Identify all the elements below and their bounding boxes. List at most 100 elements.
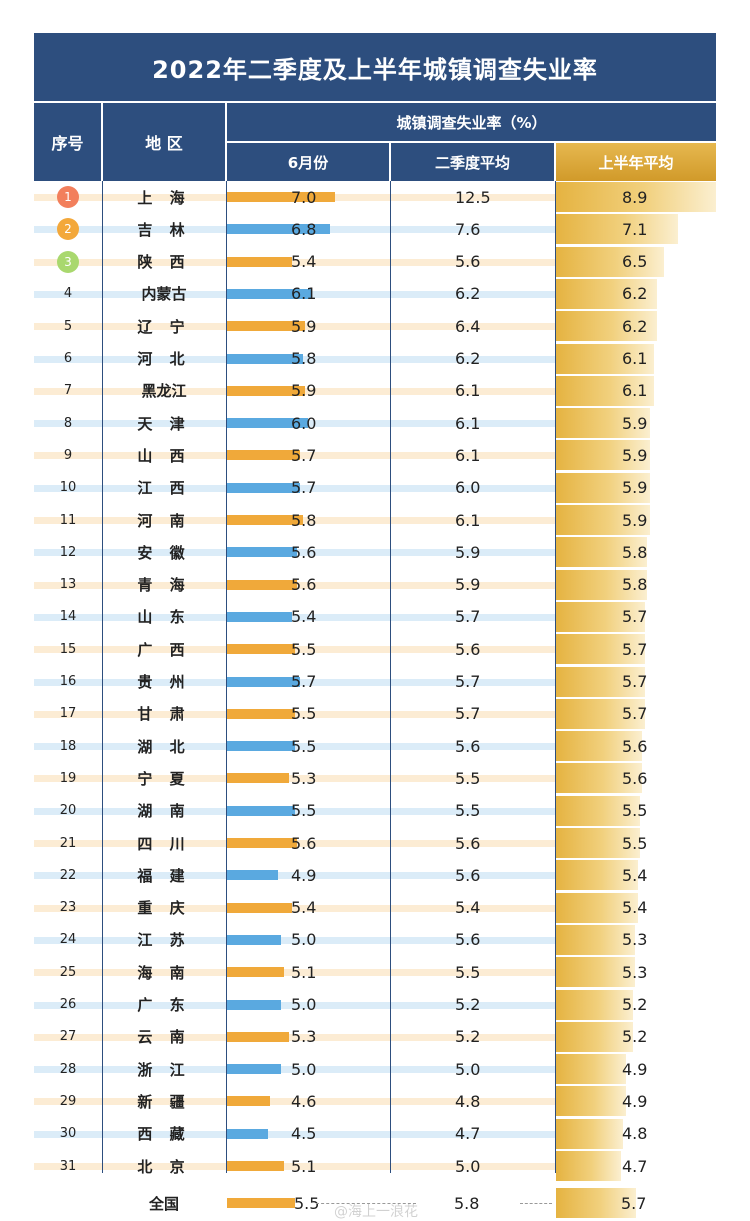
h1-value: 7.1 xyxy=(622,219,648,239)
rank-cell: 11 xyxy=(59,512,77,528)
region-name: 重 庆 xyxy=(137,899,191,918)
h1-bar xyxy=(556,989,633,1020)
table-row: 11 河 南 5.8 6.1 5.9 xyxy=(34,504,716,536)
table-row: 2 吉 林 6.8 7.6 7.1 xyxy=(34,213,716,245)
h1-value: 5.3 xyxy=(622,962,648,982)
h1-bar xyxy=(556,569,648,600)
june-bar xyxy=(227,579,298,590)
rank-cell: 22 xyxy=(59,867,77,883)
h1-value: 5.5 xyxy=(622,833,648,853)
q2-value: 5.0 xyxy=(455,1156,481,1176)
h1-value: 5.7 xyxy=(622,704,648,724)
q2-value: 5.9 xyxy=(455,575,481,595)
h1-bar xyxy=(556,828,640,858)
rank-cell: 20 xyxy=(59,803,77,819)
region-name: 河 南 xyxy=(137,511,191,530)
rank-medal: 3 xyxy=(57,250,79,273)
rank-cell: 23 xyxy=(59,900,77,916)
h1-value: 5.4 xyxy=(622,898,648,918)
q2-value: 5.6 xyxy=(455,252,481,272)
row-stripe xyxy=(34,710,555,718)
q2-value: 5.6 xyxy=(455,930,481,950)
q2-value: 5.2 xyxy=(455,1027,481,1047)
table-row: 12 安 徽 5.6 5.9 5.8 xyxy=(34,536,716,568)
june-value: 5.8 xyxy=(291,349,317,368)
dash-line xyxy=(316,1203,416,1204)
region-name: 甘 肃 xyxy=(137,705,191,724)
june-bar xyxy=(227,224,330,235)
june-value: 5.1 xyxy=(291,962,317,982)
region-name: 天 津 xyxy=(137,414,191,433)
h1-value: 5.9 xyxy=(622,478,648,498)
rank-cell: 14 xyxy=(59,609,77,625)
rank-cell: 15 xyxy=(59,641,77,657)
region-name: 福 建 xyxy=(137,866,191,885)
h1-bar xyxy=(556,1086,626,1117)
row-stripe xyxy=(34,1001,555,1009)
rank-cell: 29 xyxy=(59,1093,77,1109)
region-name: 青 海 xyxy=(137,576,191,595)
h1-bar xyxy=(556,924,636,955)
h1-bar xyxy=(556,666,645,697)
q2-value: 6.2 xyxy=(455,349,481,368)
h1-bar xyxy=(556,860,638,891)
q2-value: 5.6 xyxy=(455,639,481,659)
q2-value: 5.4 xyxy=(455,898,481,918)
table-row: 3 陕 西 5.4 5.6 6.5 xyxy=(34,246,716,278)
june-bar xyxy=(227,288,311,299)
h1-value: 5.2 xyxy=(622,1027,648,1047)
june-value: 5.3 xyxy=(291,1027,317,1047)
june-bar xyxy=(227,1096,271,1107)
rank-cell: 5 xyxy=(63,318,73,334)
june-value: 5.6 xyxy=(291,833,317,853)
june-value: 5.6 xyxy=(291,542,317,562)
q2-value: 5.6 xyxy=(455,736,481,756)
june-bar xyxy=(227,741,295,752)
june-value: 5.1 xyxy=(291,1156,317,1176)
june-bar xyxy=(227,644,295,655)
region-name: 上 海 xyxy=(137,188,191,207)
row-stripe xyxy=(34,775,555,783)
h1-bar xyxy=(556,440,650,471)
june-value: 5.4 xyxy=(291,607,317,627)
h1-bar xyxy=(556,537,648,568)
h1-bar xyxy=(556,1054,626,1085)
region-name: 山 西 xyxy=(137,446,191,465)
region-name: 安 徽 xyxy=(137,543,191,562)
h1-value: 4.9 xyxy=(622,1091,648,1111)
row-stripe xyxy=(34,936,555,944)
region-name: 山 东 xyxy=(137,608,191,627)
grid-line xyxy=(555,181,556,1173)
h1-bar xyxy=(556,795,640,826)
q2-value: 5.7 xyxy=(455,672,481,691)
june-value: 5.4 xyxy=(291,252,317,272)
h1-value: 8.9 xyxy=(622,187,648,207)
q2-value: 5.5 xyxy=(455,801,481,821)
h1-value: 5.5 xyxy=(622,801,648,821)
june-value: 5.9 xyxy=(291,316,317,336)
region-name: 西 藏 xyxy=(137,1125,191,1144)
grid-line xyxy=(102,181,103,1173)
region-name: 黑龙江 xyxy=(141,382,187,401)
june-value: 5.7 xyxy=(291,478,317,498)
h1-value: 5.9 xyxy=(622,445,648,465)
june-value: 5.7 xyxy=(291,445,317,465)
rank-cell: 26 xyxy=(59,997,77,1012)
q2-value: 5.9 xyxy=(455,542,481,562)
region-name: 吉 林 xyxy=(137,220,191,239)
june-bar xyxy=(227,611,292,622)
q2-value: 7.6 xyxy=(455,219,481,239)
june-bar xyxy=(227,1161,284,1171)
rank-cell: 18 xyxy=(59,738,77,754)
rank-cell: 9 xyxy=(63,447,73,463)
table-row: 18 湖 北 5.5 5.6 5.6 xyxy=(34,730,716,762)
region-name: 湖 南 xyxy=(137,802,191,821)
table-row: 16 贵 州 5.7 5.7 5.7 xyxy=(34,666,716,698)
june-bar xyxy=(227,1031,290,1042)
row-stripe xyxy=(34,1066,555,1074)
chart-frame: 2022年二季度及上半年城镇调查失业率 序号 地 区 城镇调查失业率（%） 6月… xyxy=(34,33,716,1220)
table-row: 7 黑龙江 5.9 6.1 6.1 xyxy=(34,375,716,407)
h1-bar xyxy=(556,408,650,439)
june-bar xyxy=(227,902,292,913)
q2-value: 5.5 xyxy=(455,962,481,982)
